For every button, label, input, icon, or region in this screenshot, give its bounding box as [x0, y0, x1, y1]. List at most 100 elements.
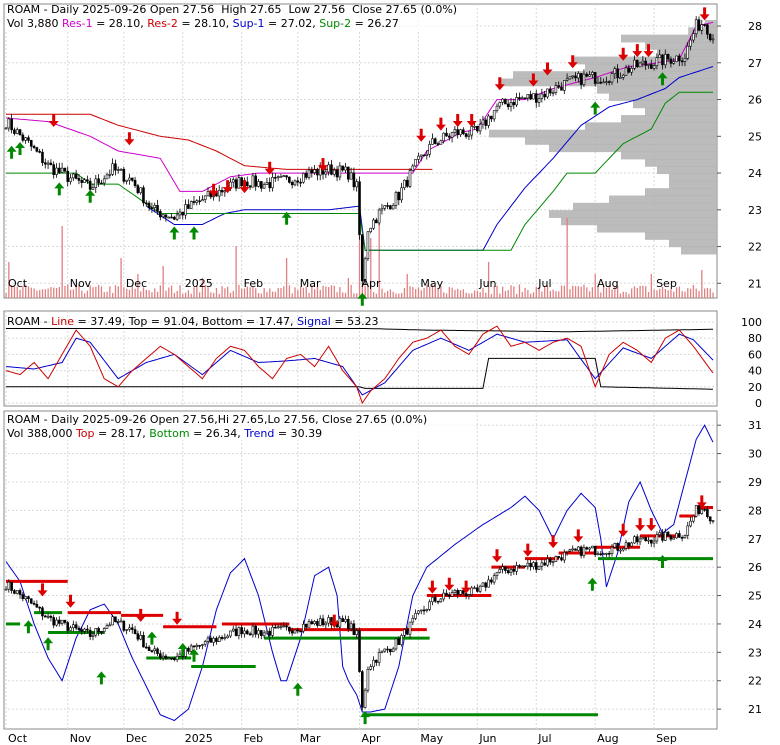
volume-bar	[403, 287, 406, 298]
candle-body	[478, 123, 482, 132]
candle-body	[591, 545, 594, 549]
signal-line	[5, 333, 714, 396]
volume-bar	[336, 292, 338, 298]
candle-body	[49, 615, 53, 618]
candle-body	[560, 86, 563, 91]
sell-arrow	[65, 594, 76, 608]
x-tick-label: Jul	[537, 732, 551, 745]
volume-bar	[218, 293, 220, 298]
buy-arrow	[23, 620, 34, 634]
oscillator-grid: 0 20 40 60 80 100	[4, 311, 762, 410]
candle-body	[288, 176, 291, 183]
candle-body	[462, 129, 465, 134]
x-tick-label: Jun	[478, 277, 496, 290]
candle-body	[504, 566, 507, 571]
candle-body	[178, 653, 182, 657]
header-segment: = 30.39	[274, 427, 322, 440]
volume-bar	[128, 289, 131, 298]
header-backdrop	[5, 412, 475, 440]
volume-bar	[541, 291, 543, 298]
candle-body	[683, 535, 687, 539]
volume-bar	[384, 292, 386, 298]
candle-body	[476, 587, 479, 592]
x-tick-label: Mar	[300, 277, 321, 290]
candle-body	[274, 176, 277, 179]
volume-bar	[617, 286, 619, 298]
header-segment: ROAM - Daily 2025-09-26 Open 27.56 High …	[7, 3, 457, 16]
candle-body	[307, 621, 311, 628]
header-segment: Vol 388,000	[7, 427, 76, 440]
header-segment: Line	[51, 315, 74, 328]
candle-body	[223, 190, 227, 193]
candle-body	[361, 234, 364, 282]
header-segment: Sup-1	[233, 17, 265, 30]
x-axis-labels: Oct Nov Dec 2025 Feb Mar Apr May Jun Jul Aug Sep	[8, 732, 677, 745]
buy-arrow	[657, 72, 668, 86]
candle-body	[240, 627, 243, 635]
sell-arrow	[542, 62, 553, 76]
candle-body	[703, 24, 706, 27]
candle-body	[692, 33, 695, 41]
volume-profile-bar	[549, 144, 717, 153]
candle-body	[217, 190, 221, 197]
candle-body	[271, 176, 274, 189]
candle-body	[386, 205, 389, 207]
volume-bar	[675, 287, 678, 298]
candle-body	[501, 98, 504, 103]
candle-body	[198, 645, 201, 647]
candle-body	[523, 97, 527, 100]
candle-body	[534, 562, 538, 570]
candle-body	[60, 167, 64, 173]
candle-body	[338, 618, 342, 628]
buy-arrow	[177, 643, 188, 656]
candle-body	[445, 132, 448, 137]
volume-bar	[367, 284, 369, 298]
candle-body	[568, 549, 572, 552]
volume-bar	[184, 292, 187, 298]
candle-body	[543, 562, 546, 566]
volume-bar	[631, 288, 633, 298]
volume-bar	[577, 286, 580, 298]
candle-body	[447, 595, 451, 597]
volume-bar	[299, 286, 302, 298]
volume-bar	[392, 291, 394, 298]
x-tick-label: Sep	[656, 277, 677, 290]
candle-body	[330, 617, 333, 626]
candle-body	[133, 629, 137, 634]
volume-bar	[308, 292, 310, 298]
candle-body	[366, 668, 370, 691]
candle-body	[495, 571, 499, 577]
volume-bar	[378, 218, 380, 298]
volume-bar	[692, 284, 695, 298]
volume-bar	[504, 290, 507, 298]
volume-bar	[398, 293, 400, 298]
candle-body	[234, 179, 238, 189]
volume-bar	[628, 293, 630, 298]
volume-bar	[330, 285, 333, 298]
sell-arrow	[696, 495, 707, 509]
volume-bar	[109, 286, 111, 298]
candle-body	[164, 214, 168, 218]
candle-body	[4, 588, 8, 591]
candle-body	[35, 603, 39, 608]
candle-body	[268, 182, 272, 189]
candle-body	[66, 622, 70, 631]
volume-bar	[97, 284, 100, 298]
osc-line	[5, 325, 714, 405]
candle-body	[546, 558, 549, 566]
candle-body	[661, 54, 664, 66]
candle-body	[655, 57, 659, 66]
candle-body	[32, 145, 36, 148]
x-tick-label: Apr	[362, 277, 382, 290]
candle-body	[616, 68, 619, 79]
trend-panel-frame	[3, 410, 718, 730]
x-tick-label: Nov	[70, 732, 92, 745]
volume-bar	[249, 287, 251, 298]
candle-body	[184, 647, 187, 657]
y-tick-label: 27	[748, 533, 762, 546]
candle-body	[237, 627, 241, 636]
candle-body	[355, 181, 358, 188]
candle-body	[464, 133, 468, 137]
candle-body	[537, 566, 541, 570]
candle-body	[344, 618, 347, 622]
